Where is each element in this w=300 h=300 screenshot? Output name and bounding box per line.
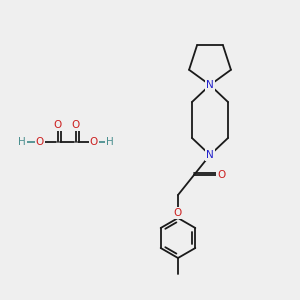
Text: O: O: [72, 120, 80, 130]
Text: O: O: [90, 137, 98, 147]
Text: N: N: [206, 150, 214, 160]
Text: O: O: [217, 170, 225, 180]
Text: O: O: [54, 120, 62, 130]
Text: N: N: [206, 80, 214, 90]
Text: H: H: [106, 137, 114, 147]
Text: H: H: [18, 137, 26, 147]
Text: O: O: [174, 208, 182, 218]
Text: O: O: [36, 137, 44, 147]
